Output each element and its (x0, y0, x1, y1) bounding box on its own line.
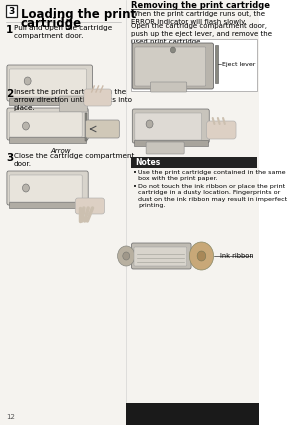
Text: 3: 3 (6, 153, 13, 163)
FancyBboxPatch shape (132, 109, 209, 143)
Circle shape (22, 184, 29, 192)
FancyBboxPatch shape (135, 47, 206, 86)
FancyBboxPatch shape (10, 112, 82, 137)
FancyBboxPatch shape (146, 142, 184, 154)
Bar (9, 98, 91, 105)
Bar (215, 45, 218, 83)
Text: Do not touch the ink ribbon or place the print
cartridge in a dusty location. Fi: Do not touch the ink ribbon or place the… (138, 184, 287, 208)
FancyBboxPatch shape (84, 89, 112, 106)
Text: Removing the print cartridge: Removing the print cartridge (131, 1, 270, 10)
Text: 3: 3 (8, 6, 15, 15)
Text: Use the print cartridge contained in the same
box with the print paper.: Use the print cartridge contained in the… (138, 170, 286, 181)
Text: Insert the print cartridge in the
arrow direction until it clicks into
place.: Insert the print cartridge in the arrow … (14, 89, 132, 111)
Text: •: • (133, 170, 137, 176)
Text: When the print cartridge runs out, the
ERROR indicator will flash slowly.: When the print cartridge runs out, the E… (131, 11, 266, 25)
Text: Eject lever: Eject lever (222, 62, 256, 66)
FancyBboxPatch shape (10, 175, 82, 202)
FancyBboxPatch shape (7, 65, 92, 101)
FancyBboxPatch shape (7, 108, 88, 140)
Text: •: • (133, 184, 137, 190)
Text: Close the cartridge compartment
door.: Close the cartridge compartment door. (14, 153, 134, 167)
Bar (85, 113, 87, 141)
Bar (131, 157, 257, 168)
Circle shape (170, 47, 175, 53)
Circle shape (197, 251, 206, 261)
Text: 1: 1 (6, 25, 13, 35)
Bar (6, 5, 17, 17)
Bar (134, 140, 208, 146)
Circle shape (24, 77, 31, 85)
Text: Loading the print: Loading the print (21, 8, 136, 21)
Bar (131, 39, 257, 91)
Bar (126, 403, 260, 425)
Circle shape (189, 242, 214, 270)
Circle shape (146, 120, 153, 128)
FancyBboxPatch shape (85, 120, 119, 138)
FancyBboxPatch shape (131, 243, 191, 269)
FancyBboxPatch shape (75, 198, 105, 214)
Circle shape (22, 122, 29, 130)
Bar (9, 202, 86, 208)
Text: cartridge: cartridge (21, 17, 82, 30)
Text: Notes: Notes (135, 158, 160, 167)
Text: 12: 12 (6, 414, 15, 420)
Circle shape (123, 252, 130, 260)
FancyBboxPatch shape (207, 121, 236, 139)
FancyBboxPatch shape (134, 247, 187, 266)
Text: Ink ribbon: Ink ribbon (220, 253, 253, 259)
Text: Arrow: Arrow (50, 148, 71, 154)
FancyBboxPatch shape (10, 69, 86, 97)
FancyBboxPatch shape (7, 171, 88, 205)
FancyBboxPatch shape (60, 96, 87, 112)
FancyBboxPatch shape (150, 82, 187, 92)
Text: 2: 2 (6, 89, 13, 99)
Circle shape (118, 246, 135, 266)
Text: Pull and open the cartridge
compartment door.: Pull and open the cartridge compartment … (14, 25, 112, 39)
Bar (9, 137, 86, 143)
FancyBboxPatch shape (132, 43, 214, 89)
Text: Open the cartridge compartment door,
push up the eject lever, and remove the
use: Open the cartridge compartment door, pus… (131, 23, 272, 45)
FancyBboxPatch shape (135, 113, 201, 140)
